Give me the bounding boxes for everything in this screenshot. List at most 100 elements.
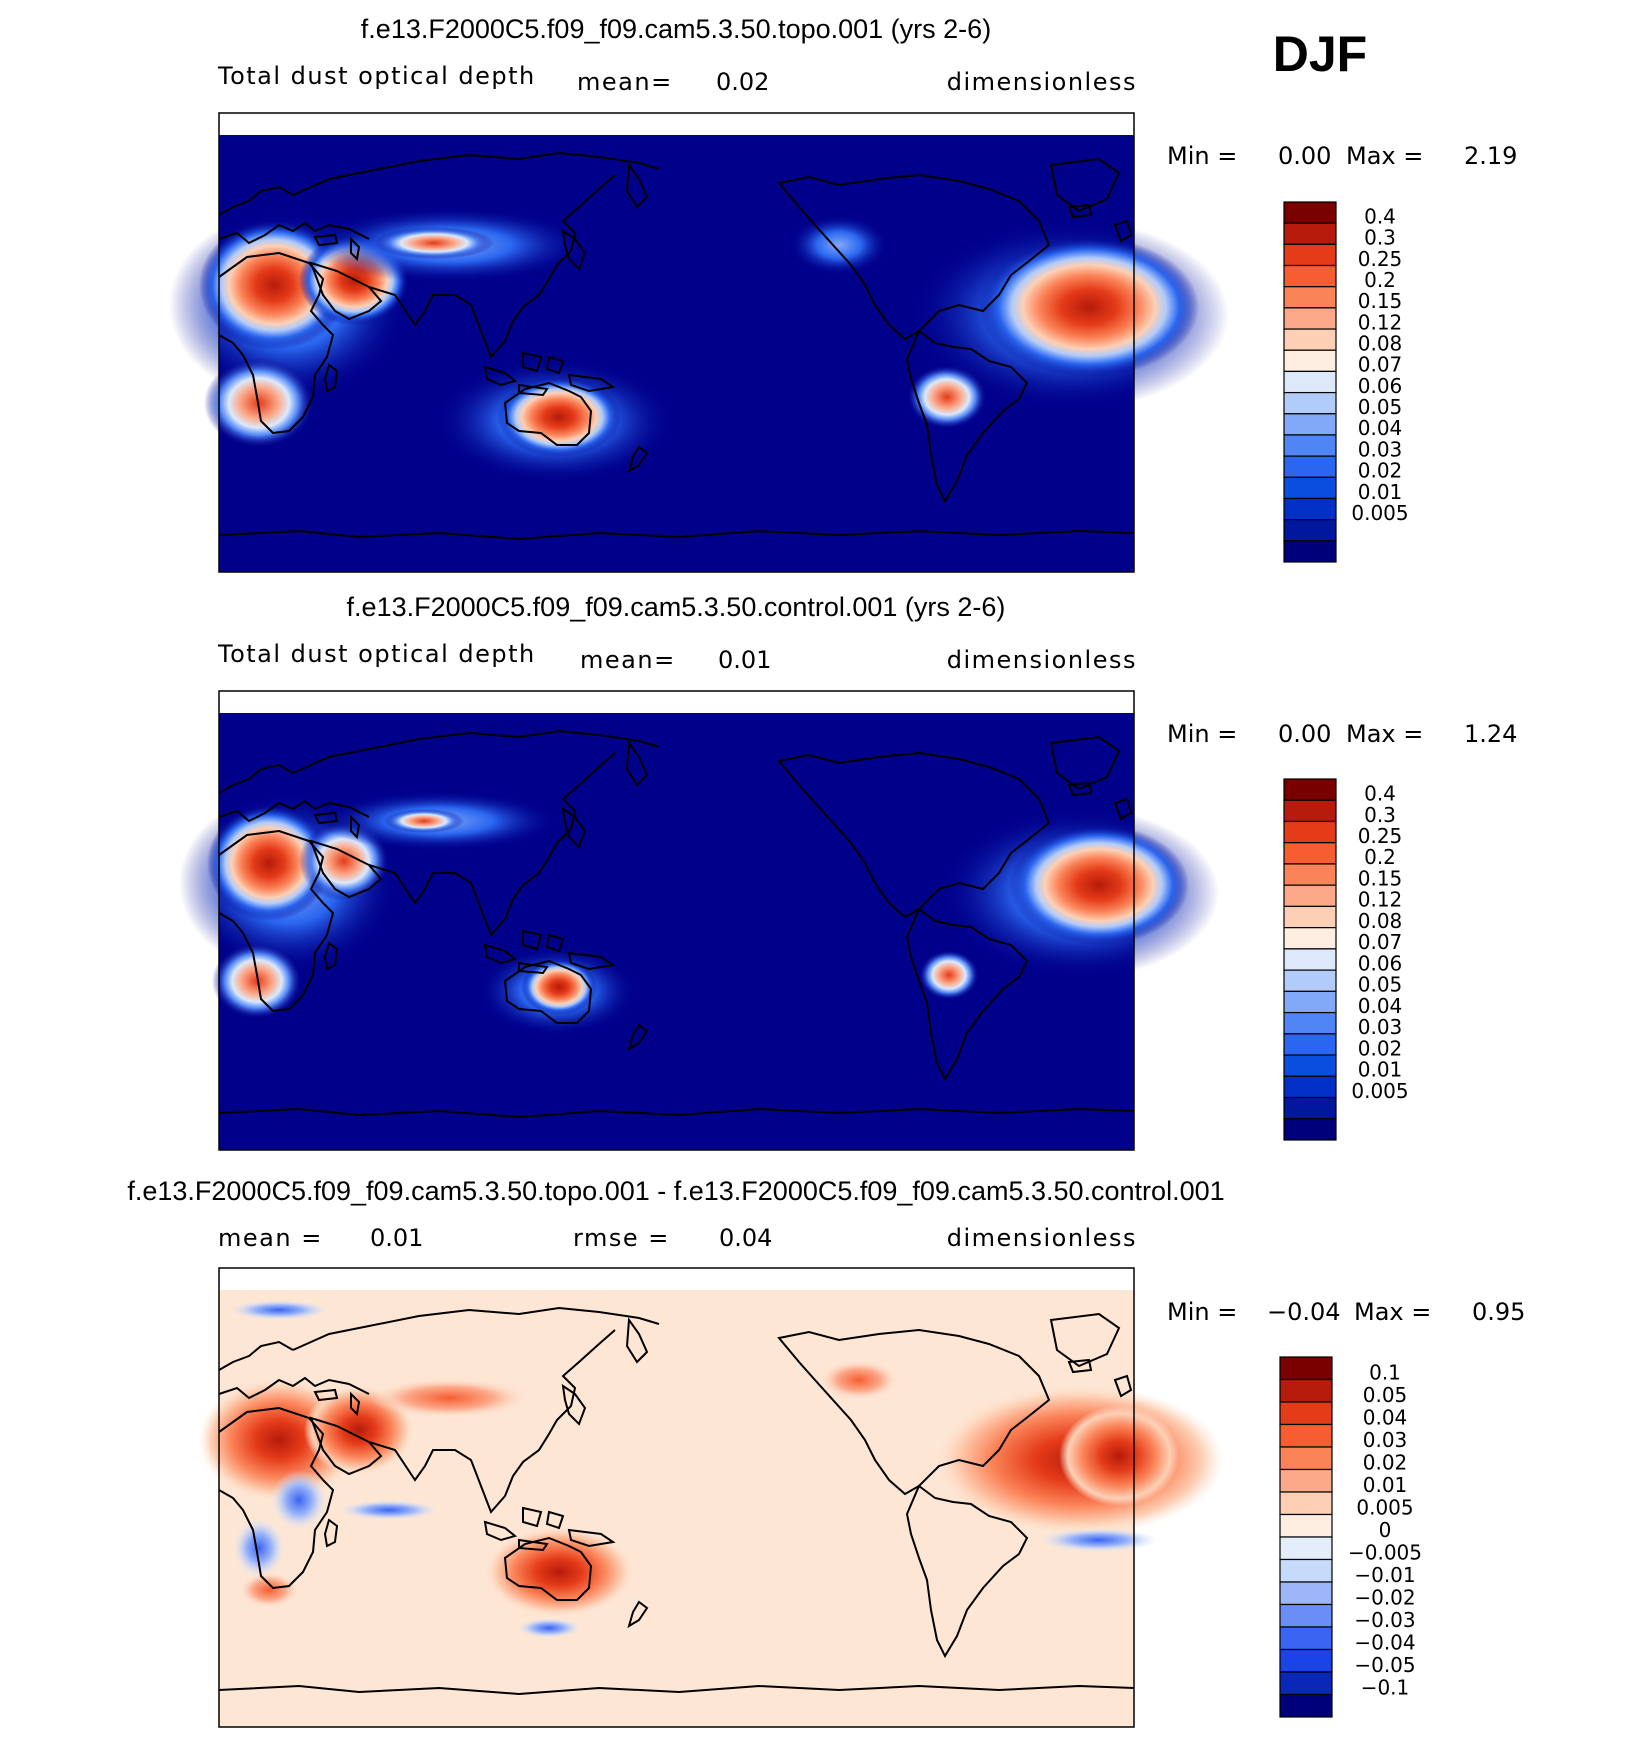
colorbar-swatch xyxy=(1283,370,1337,394)
colorbar-tick-label: 0.03 xyxy=(1358,437,1403,461)
colorbar-swatch xyxy=(1279,1378,1333,1403)
colorbar-swatch xyxy=(1283,863,1337,886)
min-value: 0.00 xyxy=(1278,142,1331,170)
colorbar-tick-label: 0.04 xyxy=(1363,1406,1408,1430)
colorbar-swatch xyxy=(1283,497,1337,521)
colorbar-swatch xyxy=(1283,778,1337,801)
colorbar-swatch xyxy=(1283,820,1337,844)
colorbar-swatch xyxy=(1283,519,1337,542)
colorbar-tick-label: −0.03 xyxy=(1354,1608,1415,1632)
colorbar-tick-label: 0.4 xyxy=(1364,204,1396,228)
colorbar-swatch xyxy=(1283,328,1337,351)
colorbar-swatch xyxy=(1279,1401,1333,1426)
colorbar-tick-label: 0.12 xyxy=(1358,310,1403,334)
colorbar-swatch xyxy=(1283,201,1337,224)
colorbar-tick-label: 0.3 xyxy=(1364,226,1396,250)
colorbar-swatch xyxy=(1279,1491,1333,1516)
max-value: 0.95 xyxy=(1472,1298,1525,1326)
max-label: Max = xyxy=(1354,1298,1431,1326)
colorbar-swatch xyxy=(1283,927,1337,950)
mean-value: 0.02 xyxy=(716,68,769,96)
colorbar-tick-label: 0.005 xyxy=(1356,1496,1413,1520)
season-label: DJF xyxy=(1273,26,1367,82)
colorbar-swatch xyxy=(1283,842,1337,865)
colorbar-swatch xyxy=(1279,1423,1333,1448)
colorbar-tick-label: 0.04 xyxy=(1358,416,1403,440)
min-value: −0.04 xyxy=(1267,1298,1341,1326)
colorbar-tick-label: 0.15 xyxy=(1358,289,1403,313)
colorbar-swatch xyxy=(1283,884,1337,908)
colorbar-swatch xyxy=(1279,1671,1333,1696)
map-plot xyxy=(199,1267,1224,1728)
colorbar-swatch xyxy=(1283,413,1337,436)
max-label: Max = xyxy=(1346,720,1423,748)
colorbar-swatch xyxy=(1279,1536,1333,1561)
colorbar-swatch xyxy=(1283,1075,1337,1099)
colorbar-swatch xyxy=(1283,1054,1337,1077)
colorbar-tick-label: −0.02 xyxy=(1354,1586,1415,1610)
colorbar-tick-label: −0.04 xyxy=(1354,1631,1415,1655)
colorbar-tick-label: 0.05 xyxy=(1363,1383,1408,1407)
colorbar-swatch xyxy=(1283,905,1337,929)
dust-field xyxy=(169,207,1229,483)
max-label: Max = xyxy=(1346,142,1423,170)
difference-field xyxy=(199,1300,1224,1638)
colorbar-tick-label: 0 xyxy=(1379,1518,1392,1542)
min-value: 0.00 xyxy=(1278,720,1331,748)
colorbar-tick-label: 0.01 xyxy=(1358,480,1403,504)
colorbar-swatch xyxy=(1283,1011,1337,1035)
colorbar-swatch xyxy=(1283,264,1337,288)
colorbar-swatch xyxy=(1283,391,1337,415)
colorbar-tick-label: 0.12 xyxy=(1358,888,1403,912)
panel-title: f.e13.F2000C5.f09_f09.cam5.3.50.control.… xyxy=(347,592,1006,622)
colorbar: 0.40.30.250.20.150.120.080.070.060.050.0… xyxy=(1283,778,1409,1141)
colorbar-tick-label: 0.07 xyxy=(1358,353,1403,377)
colorbar-tick-label: 0.01 xyxy=(1363,1473,1408,1497)
colorbar-swatch xyxy=(1279,1446,1333,1471)
mean-value: 0.01 xyxy=(370,1224,423,1252)
colorbar-tick-label: 0.02 xyxy=(1358,459,1403,483)
colorbar-swatch xyxy=(1283,1096,1337,1120)
colorbar-tick-label: 0.03 xyxy=(1358,1015,1403,1039)
panel-control: f.e13.F2000C5.f09_f09.cam5.3.50.control.… xyxy=(179,592,1517,1151)
colorbar-swatch xyxy=(1283,307,1337,330)
colorbar-swatch xyxy=(1279,1513,1333,1538)
colorbar-tick-label: 0.07 xyxy=(1358,930,1403,954)
colorbar-swatch xyxy=(1283,1033,1337,1056)
mean-label: mean= xyxy=(580,646,676,674)
colorbar-swatch xyxy=(1283,990,1337,1014)
colorbar-swatch xyxy=(1279,1558,1333,1583)
colorbar-tick-label: 0.01 xyxy=(1358,1058,1403,1082)
colorbar-tick-label: 0.02 xyxy=(1358,1036,1403,1060)
colorbar-swatch xyxy=(1279,1626,1333,1651)
units-label: dimensionless xyxy=(947,646,1137,674)
colorbar-tick-label: 0.08 xyxy=(1358,909,1403,933)
colorbar-tick-label: −0.1 xyxy=(1361,1676,1410,1700)
colorbar-tick-label: 0.15 xyxy=(1358,866,1403,890)
colorbar-swatch xyxy=(1283,455,1337,478)
colorbar-swatch xyxy=(1283,286,1337,309)
rmse-value: 0.04 xyxy=(719,1224,772,1252)
colorbar-swatch xyxy=(1283,243,1337,267)
min-label: Min = xyxy=(1167,142,1237,170)
colorbar-tick-label: −0.005 xyxy=(1348,1541,1422,1565)
colorbar-tick-label: −0.01 xyxy=(1354,1563,1415,1587)
mean-label: mean= xyxy=(577,68,673,96)
colorbar-swatch xyxy=(1283,948,1337,971)
variable-label: Total dust optical depth xyxy=(217,640,536,668)
panel-difference: f.e13.F2000C5.f09_f09.cam5.3.50.topo.001… xyxy=(127,1176,1525,1728)
colorbar-swatch xyxy=(1279,1581,1333,1606)
colorbar-swatch xyxy=(1283,222,1337,245)
colorbar-tick-label: 0.03 xyxy=(1363,1428,1408,1452)
colorbar-tick-label: 0.1 xyxy=(1369,1361,1401,1385)
colorbar-tick-label: 0.2 xyxy=(1364,845,1396,869)
max-value: 2.19 xyxy=(1464,142,1517,170)
colorbar-swatch xyxy=(1279,1356,1333,1381)
colorbar-swatch xyxy=(1283,969,1337,992)
colorbar-swatch xyxy=(1279,1693,1333,1718)
colorbar-tick-label: 0.005 xyxy=(1351,1079,1408,1103)
colorbar-tick-label: 0.25 xyxy=(1358,247,1403,271)
colorbar-tick-label: 0.05 xyxy=(1358,973,1403,997)
colorbar-tick-label: 0.25 xyxy=(1358,824,1403,848)
min-label: Min = xyxy=(1167,1298,1237,1326)
